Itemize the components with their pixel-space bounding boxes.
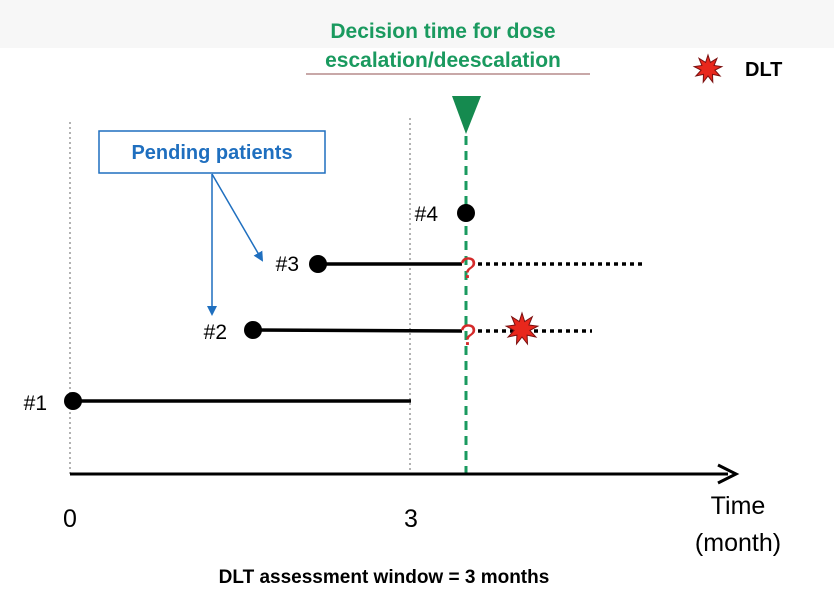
- patient-4-enrollment-dot: [457, 204, 475, 222]
- patient-2-dlt-starburst-icon: [504, 311, 540, 346]
- pending-callout-box: [98, 130, 326, 174]
- legend-dlt-label: DLT: [745, 59, 782, 81]
- decision-title-line1: Decision time for dose: [330, 20, 555, 43]
- axis-label-time: Time: [711, 492, 766, 520]
- patient-2-pending-mark: ?: [460, 319, 477, 352]
- starburst-icon: [692, 53, 724, 84]
- assessment-window-note: DLT assessment window = 3 months: [219, 567, 550, 588]
- decision-marker-icon: [452, 96, 481, 134]
- patient-1-label: #1: [24, 392, 47, 415]
- time-axis-arrowhead-icon: [717, 463, 740, 485]
- axis-label-unit: (month): [695, 529, 781, 557]
- patient-2-label: #2: [204, 321, 227, 344]
- pending-arrow-to-3: [211, 173, 264, 262]
- header-band: [0, 0, 834, 48]
- decision-title-line2: escalation/deescalation: [325, 49, 561, 72]
- patient-2-observed-line: [252, 328, 463, 333]
- patient-3-label: #3: [276, 253, 299, 276]
- axis-tick-3: 3: [404, 505, 418, 533]
- axis-tick-0: 0: [63, 505, 77, 533]
- patient-3-pending-mark: ?: [460, 252, 477, 285]
- patient-4-label: #4: [415, 203, 439, 226]
- pending-callout-label: Pending patients: [131, 142, 292, 164]
